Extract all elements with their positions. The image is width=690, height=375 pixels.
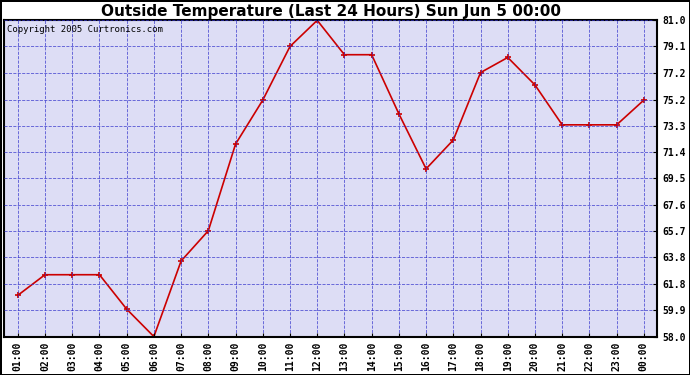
- Text: Copyright 2005 Curtronics.com: Copyright 2005 Curtronics.com: [8, 25, 164, 34]
- Title: Outside Temperature (Last 24 Hours) Sun Jun 5 00:00: Outside Temperature (Last 24 Hours) Sun …: [101, 4, 561, 19]
